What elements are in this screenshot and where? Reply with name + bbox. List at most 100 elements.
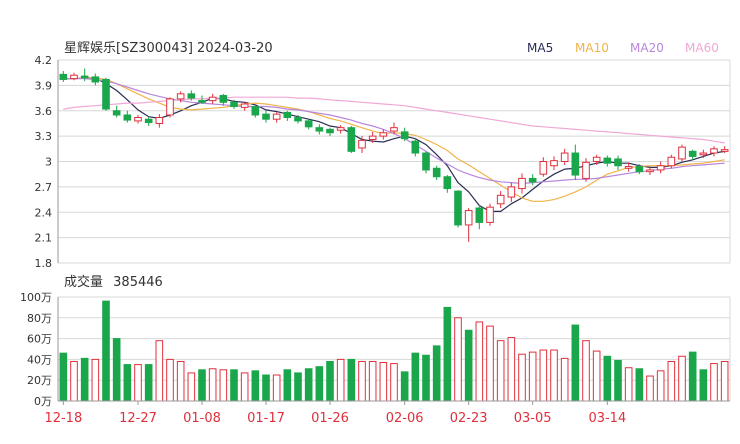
volume-bar: [603, 355, 612, 402]
price-axis: 4.2 3.9 3.6 3.3 3 2.7 2.4 2.1 1.8: [35, 54, 53, 270]
volume-bar: [454, 317, 462, 402]
candle-body: [486, 206, 494, 223]
candle: [667, 154, 676, 169]
candle-body: [219, 95, 228, 103]
moving-averages: [63, 77, 725, 212]
candle: [262, 110, 270, 123]
volume-bar: [336, 358, 345, 402]
price-tick-label: 2.1: [35, 232, 53, 245]
candle-body: [411, 140, 420, 154]
candle-body: [422, 152, 430, 171]
candle: [166, 97, 174, 118]
legend-ma10: MA10: [575, 41, 609, 55]
legend-ma20: MA20: [630, 41, 664, 55]
date-tick-label: 03-14: [588, 411, 626, 426]
candle: [230, 99, 238, 110]
candle-body: [603, 157, 612, 164]
candle-body: [272, 113, 281, 120]
volume-bar: [144, 364, 153, 402]
candle-body: [187, 93, 196, 99]
candle: [155, 114, 164, 128]
volume-bar: [411, 352, 420, 402]
candle: [699, 149, 708, 159]
candle: [390, 122, 398, 135]
volume-bar: [667, 360, 676, 402]
volume-bar: [518, 353, 526, 402]
volume-bar: [304, 368, 313, 402]
candle-body: [155, 117, 164, 124]
candle: [528, 174, 537, 186]
volume-bar: [315, 366, 324, 402]
date-tick-label: 01-08: [183, 411, 221, 426]
volume-bar: [475, 321, 484, 402]
volume-bar: [539, 349, 548, 402]
candle-body: [230, 101, 238, 108]
candle: [315, 124, 324, 135]
candle-body: [166, 98, 174, 116]
price-tick-label: 2.7: [35, 181, 53, 194]
date-tick-label: 12-27: [119, 411, 157, 426]
volume-bar: [262, 374, 270, 402]
volume-bar: [219, 369, 228, 402]
candle-body: [592, 156, 601, 162]
volume-tick-label: 60万: [27, 333, 52, 346]
candle-body: [262, 113, 270, 120]
candle-body: [91, 76, 100, 83]
volume-bar: [70, 360, 78, 402]
candle: [443, 175, 452, 193]
legend-ma5: MA5: [527, 41, 553, 55]
volume-bar: [710, 363, 718, 402]
candle-body: [475, 207, 484, 223]
volume-header: 成交量 385446: [64, 274, 163, 290]
candle-body: [720, 149, 729, 152]
candle: [614, 155, 622, 170]
candle: [720, 146, 729, 154]
volume-bar: [123, 364, 132, 402]
candle: [144, 116, 153, 126]
candle-body: [294, 117, 302, 122]
volume-bar: [283, 369, 292, 402]
volume-bar: [358, 360, 366, 402]
candle-body: [240, 103, 249, 108]
volume-bar: [432, 345, 441, 402]
volume-label: 成交量: [64, 274, 103, 290]
candle: [486, 203, 494, 226]
candle-body: [539, 161, 548, 175]
volume-bar: [486, 325, 494, 402]
candle-body: [251, 106, 260, 116]
volume-bar: [379, 362, 388, 402]
volume-bar: [400, 371, 409, 402]
candle: [379, 129, 388, 140]
candle: [59, 70, 68, 82]
candle: [560, 148, 569, 165]
candle: [571, 144, 580, 181]
volume-bar: [251, 370, 260, 402]
price-tick-label: 3.9: [35, 79, 53, 92]
candle: [646, 167, 654, 176]
candle: [550, 156, 558, 170]
volume-bar: [720, 360, 729, 402]
volume-tick-label: 80万: [27, 312, 52, 325]
candle-body: [646, 169, 654, 173]
volume-bar: [155, 340, 164, 402]
candle-body: [635, 166, 644, 173]
candle-body: [656, 165, 665, 171]
candle: [678, 144, 686, 162]
candle-body: [400, 131, 409, 140]
volume-bar: [176, 360, 185, 402]
volume-bar: [464, 329, 473, 402]
candle-body: [464, 210, 473, 226]
candle: [70, 72, 78, 81]
candle-body: [315, 127, 324, 132]
price-tick-label: 3.3: [35, 130, 53, 143]
volume-bar: [422, 354, 430, 402]
candle: [251, 104, 260, 118]
volume-bar: [592, 350, 601, 402]
candle: [208, 93, 217, 104]
candle-body: [283, 111, 292, 119]
chart-header: 星辉娱乐[SZ300043] 2024-03-20 MA5 MA10 MA20 MA6…: [64, 41, 719, 56]
candle: [592, 154, 601, 165]
candle: [91, 73, 100, 86]
volume-bar: [678, 355, 686, 402]
chart-title: 星辉娱乐[SZ300043] 2024-03-20: [64, 41, 273, 56]
